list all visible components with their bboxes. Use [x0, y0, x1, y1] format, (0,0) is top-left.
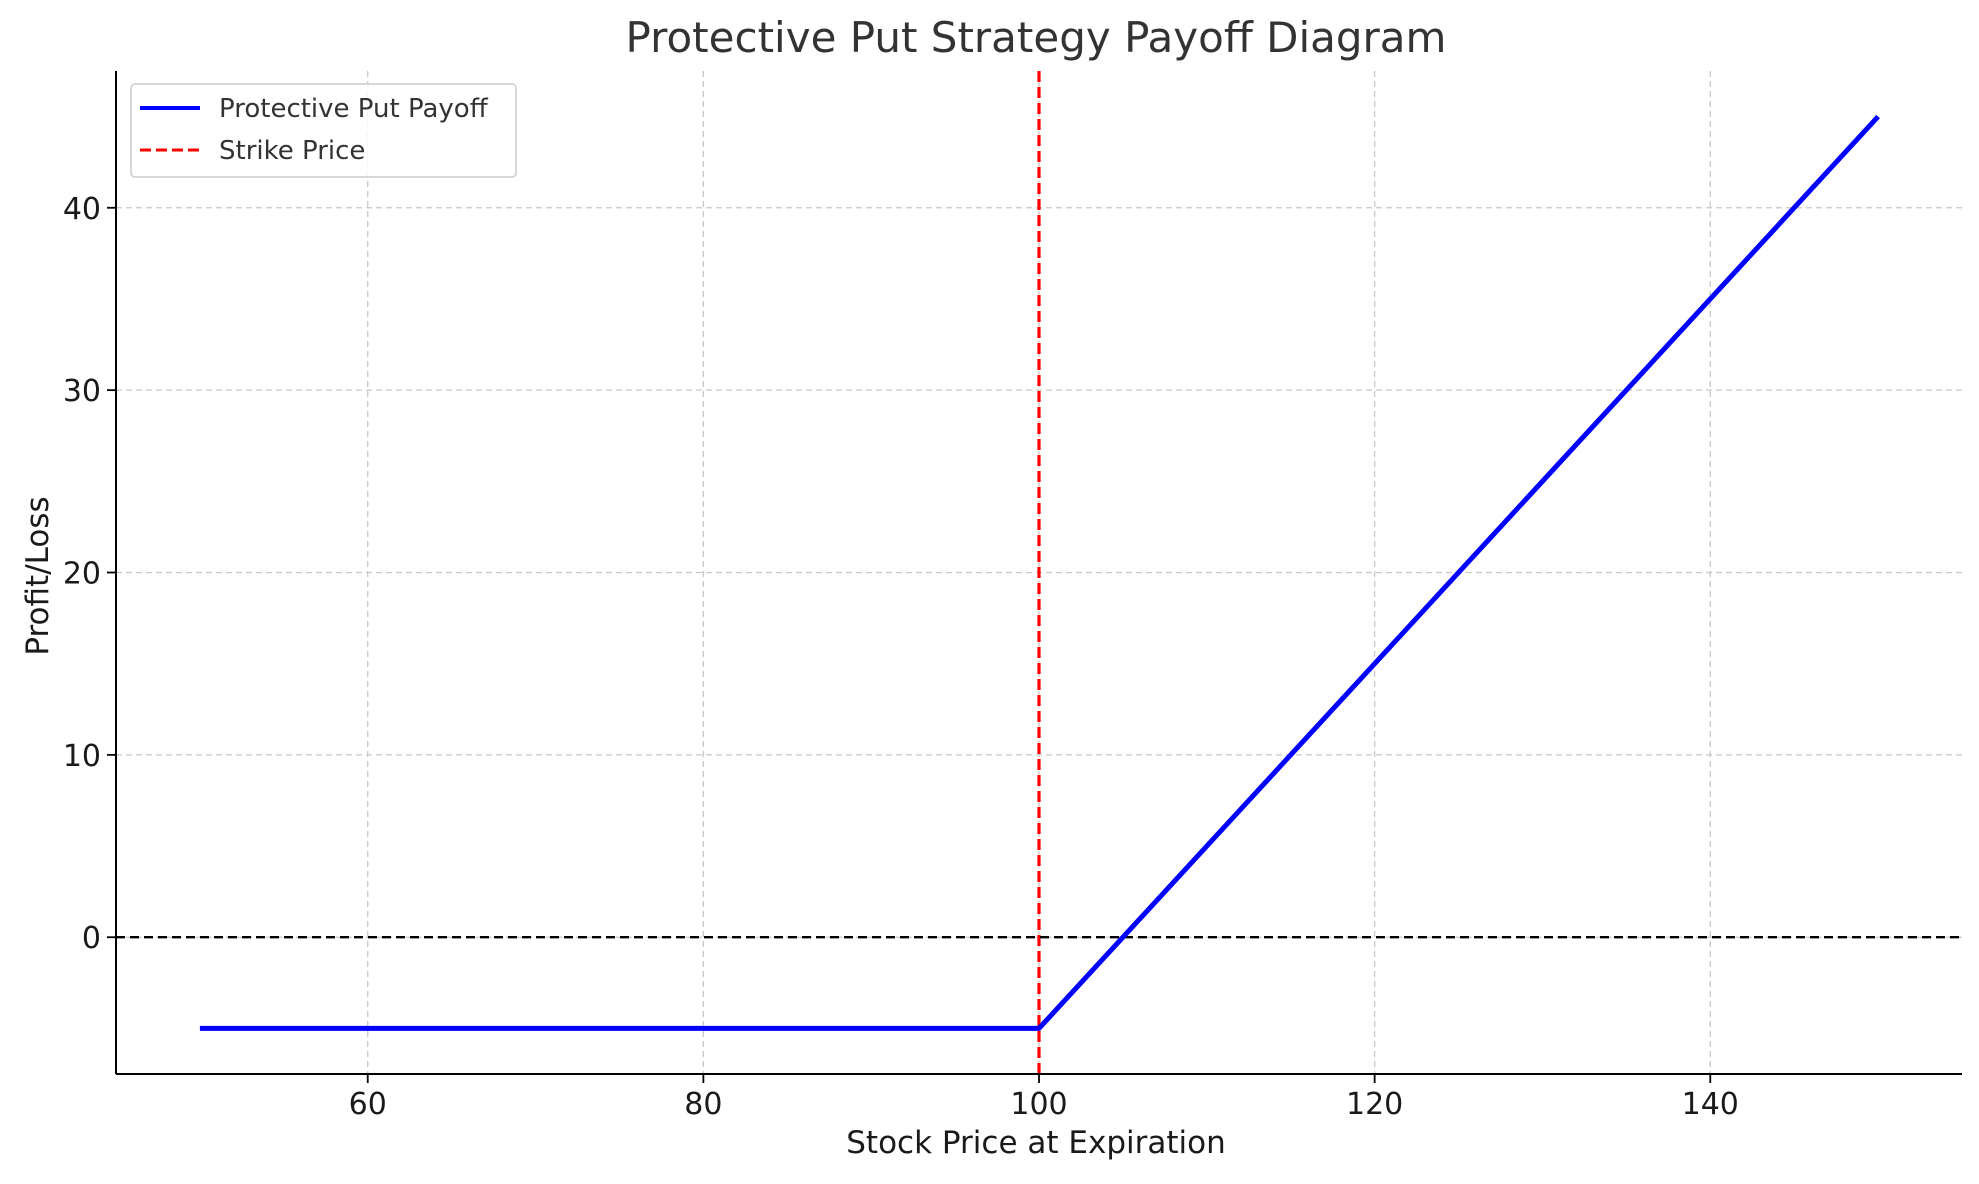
y-tick-label: 40 — [63, 192, 101, 227]
y-tick-label: 10 — [63, 739, 101, 774]
series — [199, 114, 1880, 1031]
y-tick-label: 30 — [63, 374, 101, 409]
legend-label-payoff: Protective Put Payoff — [219, 94, 489, 124]
reference-lines — [116, 71, 1962, 1074]
payoff-line — [199, 114, 1880, 1031]
x-tick-label: 60 — [349, 1087, 387, 1122]
legend-label-strike: Strike Price — [219, 136, 365, 166]
chart-title: Protective Put Strategy Payoff Diagram — [626, 13, 1447, 62]
x-tick-label: 100 — [1010, 1087, 1067, 1122]
x-tick-label: 140 — [1682, 1087, 1739, 1122]
legend: Protective Put Payoff Strike Price — [130, 83, 517, 178]
x-tick-label: 80 — [684, 1087, 722, 1122]
x-axis-label: Stock Price at Expiration — [846, 1125, 1225, 1161]
x-tick-label: 120 — [1346, 1087, 1403, 1122]
legend-box — [130, 83, 517, 178]
ticks: 60 80 100 120 140 0 10 20 30 40 — [63, 192, 1739, 1122]
y-axis-label: Profit/Loss — [20, 496, 56, 655]
y-tick-label: 0 — [82, 921, 101, 956]
y-tick-label: 20 — [63, 557, 101, 592]
